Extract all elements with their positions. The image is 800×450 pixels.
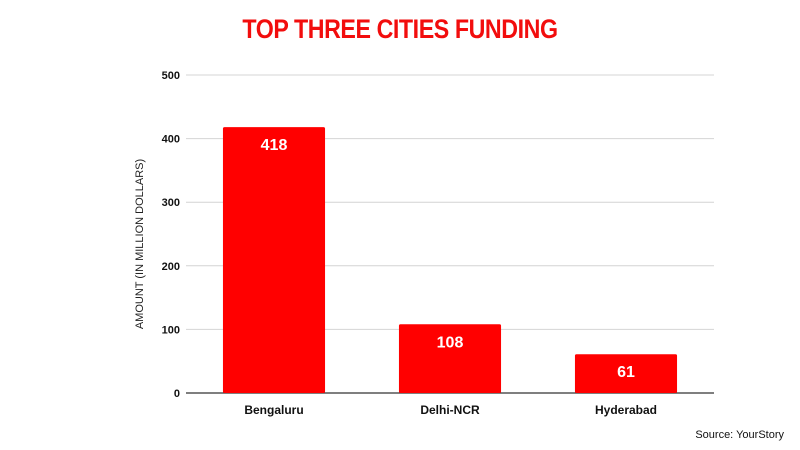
data-label: 61 [617, 364, 635, 381]
x-tick-label: Delhi-NCR [420, 403, 480, 417]
data-label: 418 [261, 137, 288, 154]
chart-title: TOP THREE CITIES FUNDING [242, 14, 558, 44]
y-tick-label: 0 [174, 388, 180, 400]
bar-bengaluru [222, 127, 326, 393]
y-tick-label: 300 [162, 197, 180, 209]
y-axis-title: AMOUNT (IN MILLION DOLLARS) [134, 159, 146, 329]
y-tick-label: 500 [162, 70, 180, 82]
bar-hyderabad [574, 354, 678, 393]
bars [222, 127, 678, 393]
y-tick-label: 200 [162, 261, 180, 273]
x-tick-label: Hyderabad [595, 403, 657, 417]
labels: 0 100 200 300 400 500 418 Bengaluru 108 Delhi-NCR… [162, 70, 657, 417]
y-tick-label: 400 [162, 134, 180, 146]
source-note: Source: YourStory [695, 429, 784, 441]
data-label: 108 [437, 334, 464, 351]
bar-delhi-ncr [398, 324, 502, 393]
y-tick-label: 100 [162, 324, 180, 336]
x-tick-label: Bengaluru [244, 403, 303, 417]
